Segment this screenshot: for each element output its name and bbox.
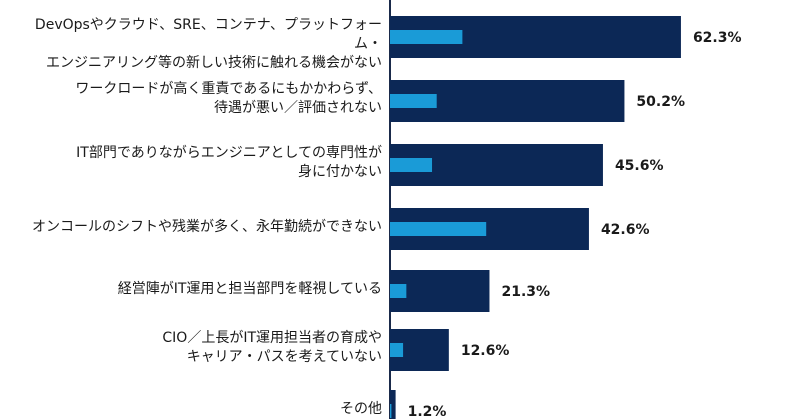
- category-label-5: CIO／上長がIT運用担当者の育成や キャリア・パスを考えていない: [162, 330, 382, 365]
- category-label-2: IT部門でありながらエンジニアとしての専門性が 身に付かない: [76, 145, 382, 180]
- category-label-6: その他: [340, 400, 382, 417]
- value-label-1: 50.2%: [636, 94, 685, 110]
- inner-bar-0: [390, 30, 463, 44]
- value-label-0: 62.3%: [693, 30, 742, 46]
- inner-bar-5: [390, 343, 404, 357]
- category-label-1: ワークロードが高く重責であるにもかかわらず、 待遇が悪い／評価されない: [75, 81, 382, 116]
- inner-bar-1: [390, 94, 437, 108]
- category-label-0: DevOpsやクラウド、SRE、コンテナ、プラットフォーム・ エンジニアリング等…: [34, 17, 382, 71]
- value-label-5: 12.6%: [461, 343, 510, 359]
- value-label-2: 45.6%: [615, 158, 664, 174]
- value-label-6: 1.2%: [408, 404, 447, 419]
- bar-6: [390, 390, 396, 419]
- inner-bar-6: [390, 404, 392, 418]
- category-label-3: オンコールのシフトや残業が多く、永年勤続ができない: [32, 218, 382, 235]
- inner-bar-4: [390, 284, 407, 298]
- category-label-4: 経営陣がIT運用と担当部門を軽視している: [117, 280, 382, 297]
- bar-4: [390, 270, 490, 312]
- inner-bar-2: [390, 158, 433, 172]
- inner-bar-3: [390, 222, 487, 236]
- value-label-3: 42.6%: [601, 222, 650, 238]
- value-label-4: 21.3%: [501, 284, 550, 300]
